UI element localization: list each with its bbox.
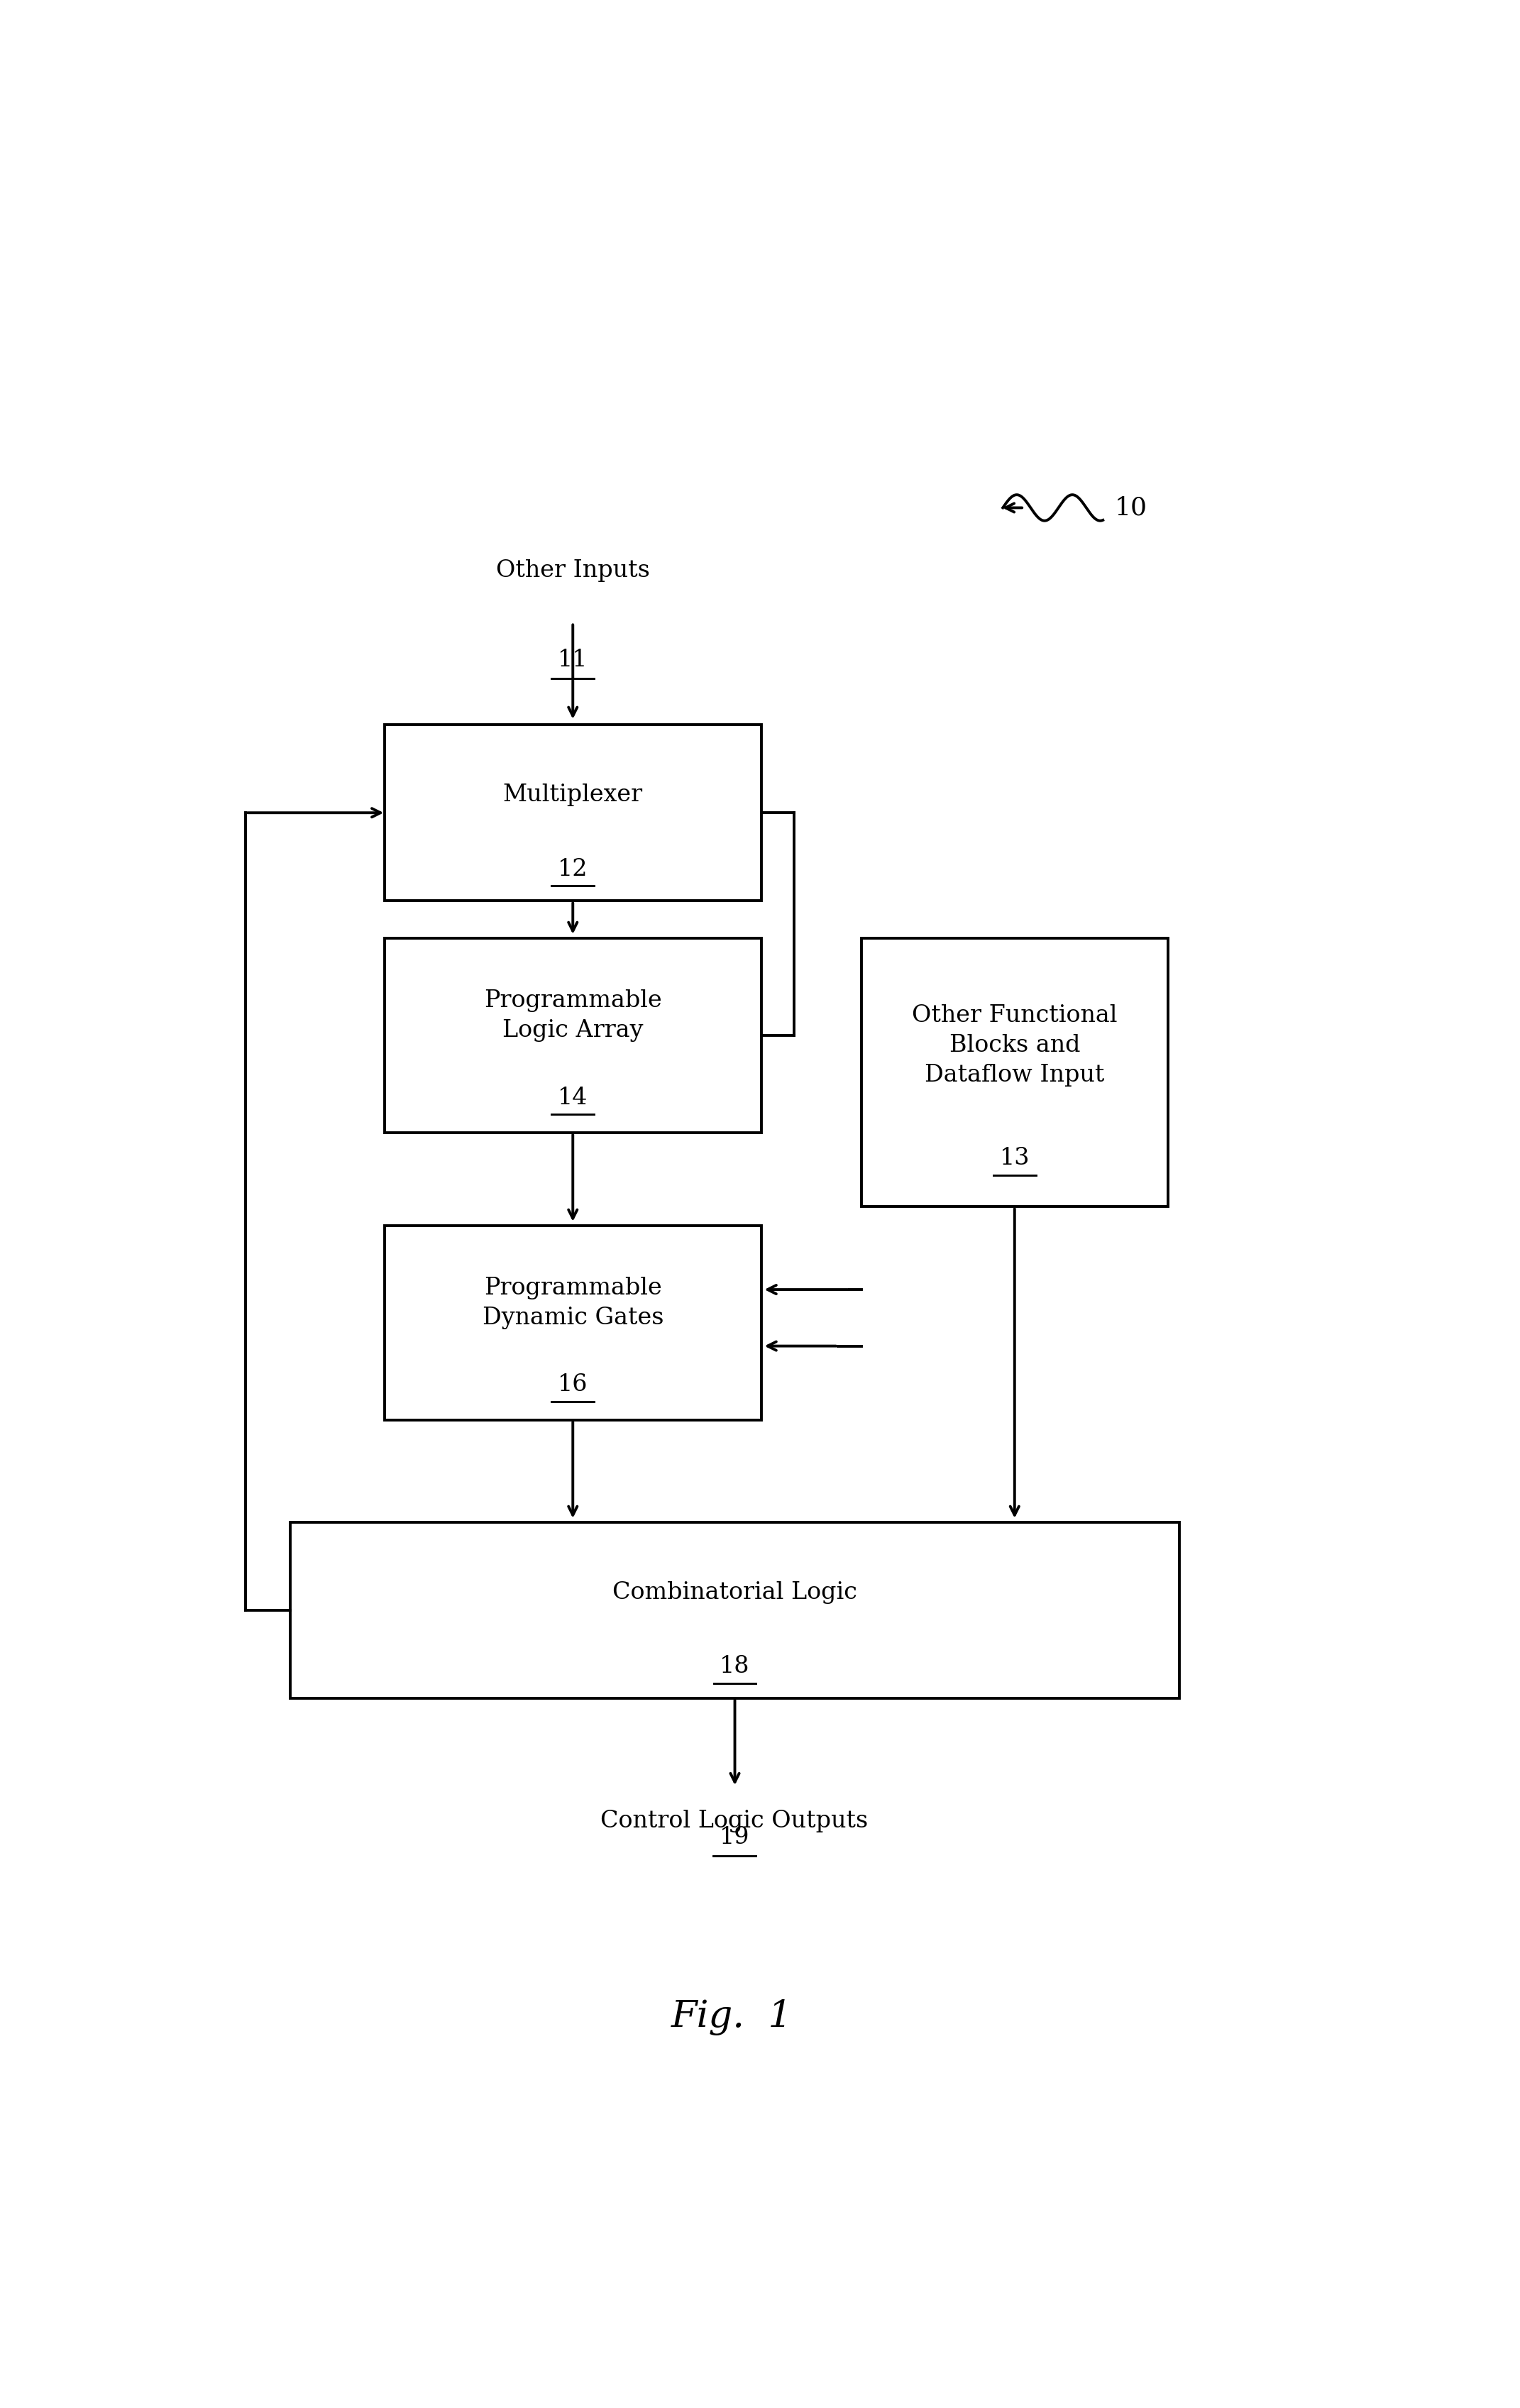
Text: 18: 18 [720, 1654, 749, 1678]
Text: 10: 10 [1114, 496, 1148, 520]
Text: Other Functional
Blocks and
Dataflow Input: Other Functional Blocks and Dataflow Inp… [912, 1004, 1117, 1086]
Bar [862, 939, 1167, 1206]
Text: 12: 12 [558, 857, 588, 881]
Text: Fig.  1: Fig. 1 [672, 1999, 792, 2035]
Text: Control Logic Outputs: Control Logic Outputs [600, 1808, 868, 1832]
Text: 11: 11 [558, 648, 588, 672]
Text: Other Inputs: Other Inputs [496, 559, 649, 583]
Text: 13: 13 [1000, 1146, 1029, 1170]
Bar [385, 1226, 762, 1421]
Text: Programmable
Logic Array: Programmable Logic Array [483, 990, 661, 1043]
Text: 19: 19 [719, 1825, 749, 1849]
Text: 14: 14 [558, 1086, 588, 1110]
Text: Multiplexer: Multiplexer [503, 783, 643, 807]
Bar [385, 725, 762, 901]
Bar [385, 939, 762, 1132]
Bar [290, 1522, 1180, 1698]
Text: Combinatorial Logic: Combinatorial Logic [613, 1582, 857, 1604]
Text: 16: 16 [558, 1373, 588, 1397]
Text: Programmable
Dynamic Gates: Programmable Dynamic Gates [482, 1276, 664, 1329]
